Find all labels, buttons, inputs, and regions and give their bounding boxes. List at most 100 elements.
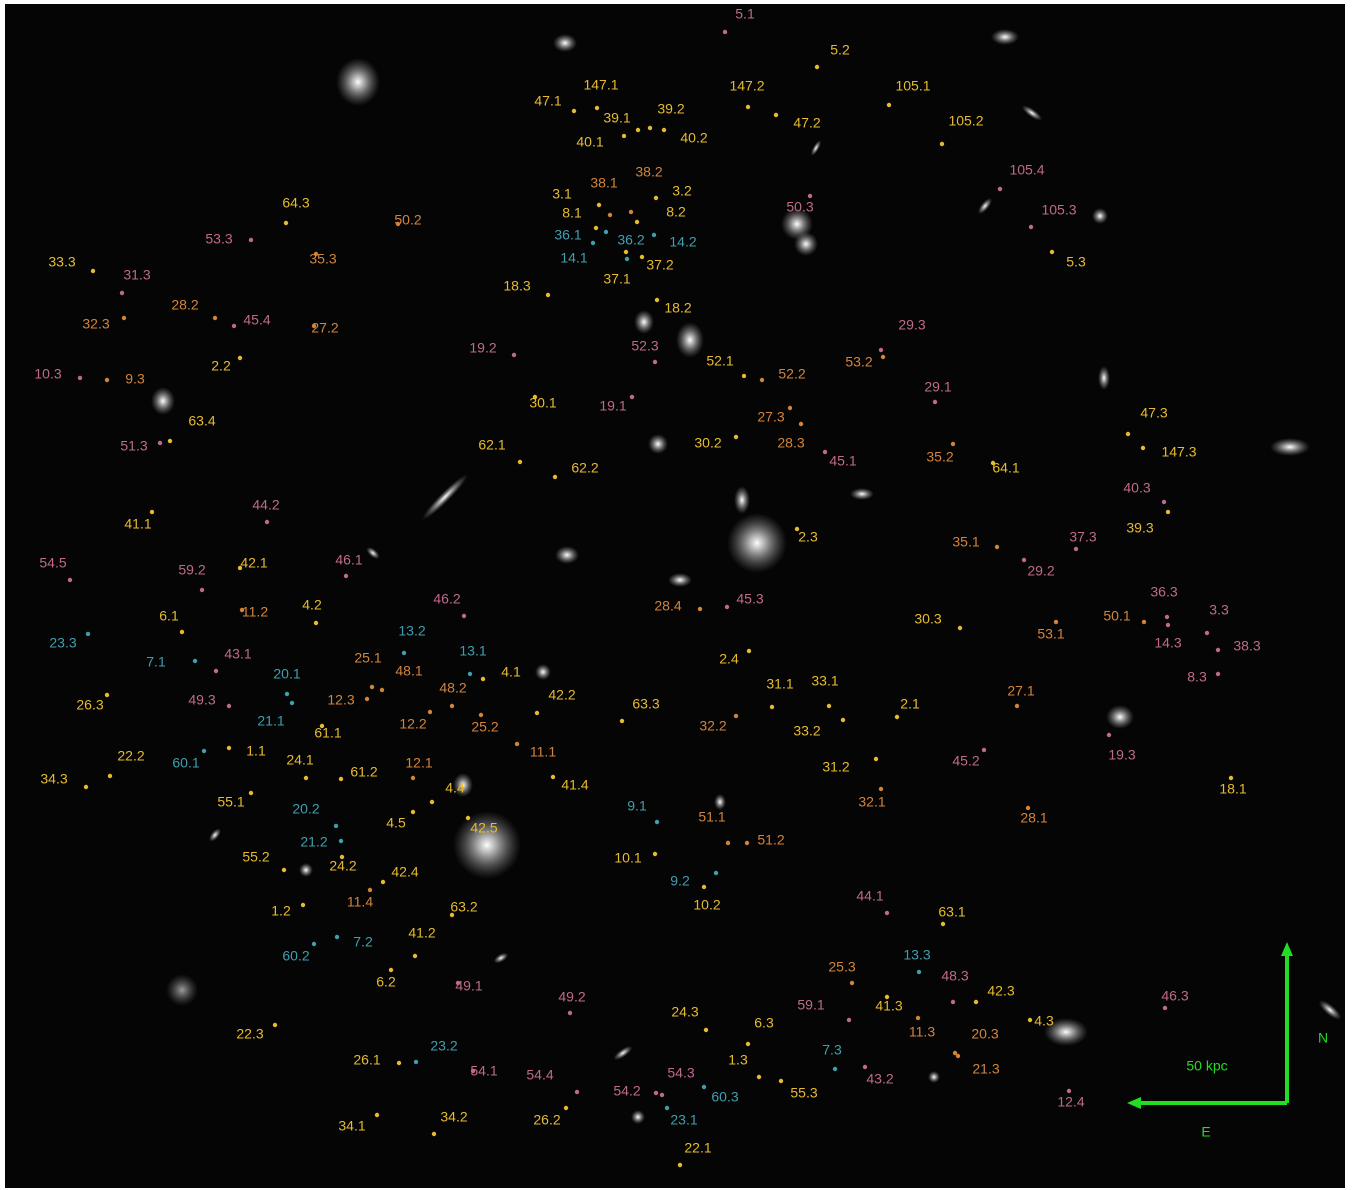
image-label: 13.3 [903, 947, 930, 963]
image-marker [746, 648, 752, 654]
image-marker [226, 703, 232, 709]
image-marker [773, 112, 779, 118]
image-label: 14.1 [560, 250, 587, 266]
image-marker [886, 102, 892, 108]
image-marker [653, 195, 659, 201]
image-label: 41.4 [561, 777, 588, 793]
image-marker [1066, 1088, 1072, 1094]
image-marker [339, 854, 345, 860]
image-marker [814, 64, 820, 70]
image-label: 147.3 [1161, 444, 1196, 460]
image-marker [1125, 431, 1131, 437]
image-label: 22.3 [236, 1026, 263, 1042]
image-label: 43.2 [866, 1071, 893, 1087]
image-label: 4.3 [1034, 1013, 1054, 1029]
image-label: 22.1 [684, 1140, 711, 1156]
image-label: 35.2 [926, 449, 953, 465]
image-label: 51.1 [698, 809, 725, 825]
image-label: 51.2 [757, 832, 784, 848]
image-label: 42.2 [548, 687, 575, 703]
image-label: 3.1 [552, 186, 572, 202]
image-marker [427, 709, 433, 715]
image-marker [167, 438, 173, 444]
image-marker [1140, 445, 1146, 451]
image-marker [713, 870, 719, 876]
image-label: 11.1 [530, 744, 556, 760]
image-marker [367, 887, 373, 893]
image-label: 11.2 [242, 604, 268, 620]
image-label: 40.3 [1123, 480, 1150, 496]
image-label: 7.2 [353, 934, 373, 950]
image-marker [248, 790, 254, 796]
image-marker [703, 1027, 709, 1033]
image-marker [722, 29, 728, 35]
image-label: 34.2 [440, 1109, 467, 1125]
image-label: 46.2 [433, 591, 460, 607]
image-marker [832, 1066, 838, 1072]
image-label: 105.3 [1041, 202, 1076, 218]
image-marker [1014, 703, 1020, 709]
image-label: 31.2 [822, 759, 849, 775]
image-marker [862, 1064, 868, 1070]
image-label: 36.2 [617, 232, 644, 248]
image-marker [467, 671, 473, 677]
image-marker [990, 460, 996, 466]
image-label: 24.2 [329, 858, 356, 874]
image-marker [412, 953, 418, 959]
image-marker [410, 809, 416, 815]
image-label: 4.4 [445, 780, 465, 796]
image-label: 61.1 [314, 725, 341, 741]
image-label: 1.1 [246, 743, 266, 759]
image-marker [950, 999, 956, 1005]
image-label: 18.3 [503, 278, 530, 294]
image-marker [915, 1015, 921, 1021]
image-marker [248, 237, 254, 243]
image-label: 51.3 [120, 438, 147, 454]
image-marker [514, 741, 520, 747]
image-marker [939, 141, 945, 147]
image-marker [449, 703, 455, 709]
image-marker [1165, 509, 1171, 515]
image-marker [461, 613, 467, 619]
image-marker [213, 668, 219, 674]
image-marker [85, 631, 91, 637]
image-marker [104, 377, 110, 383]
image-marker [226, 745, 232, 751]
image-label: 105.4 [1009, 162, 1044, 178]
image-marker [653, 1090, 659, 1096]
image-label: 53.3 [205, 231, 232, 247]
image-label: 53.2 [845, 354, 872, 370]
image-marker [744, 840, 750, 846]
image-label: 44.1 [856, 888, 883, 904]
image-marker [745, 104, 751, 110]
image-label: 45.1 [829, 453, 856, 469]
image-label: 49.3 [188, 692, 215, 708]
image-label: 6.3 [754, 1015, 774, 1031]
image-marker [621, 133, 627, 139]
image-marker [652, 851, 658, 857]
image-label: 45.2 [952, 753, 979, 769]
image-marker [534, 710, 540, 716]
image-marker [878, 786, 884, 792]
image-marker [778, 1078, 784, 1084]
image-label: 37.1 [603, 271, 630, 287]
image-label: 61.2 [350, 764, 377, 780]
image-label: 33.2 [793, 723, 820, 739]
image-marker [395, 221, 401, 227]
image-marker [932, 399, 938, 405]
image-marker [624, 256, 630, 262]
image-label: 63.3 [632, 696, 659, 712]
image-label: 12.2 [399, 716, 426, 732]
image-label: 46.3 [1161, 988, 1188, 1004]
image-marker [289, 700, 295, 706]
image-marker [1053, 619, 1059, 625]
image-marker [338, 838, 344, 844]
image-marker [741, 373, 747, 379]
image-label: 48.1 [395, 663, 422, 679]
image-marker [1027, 1017, 1033, 1023]
image-marker [884, 910, 890, 916]
image-marker [654, 819, 660, 825]
image-marker [733, 434, 739, 440]
image-label: 37.2 [646, 257, 673, 273]
image-label: 24.3 [671, 1004, 698, 1020]
